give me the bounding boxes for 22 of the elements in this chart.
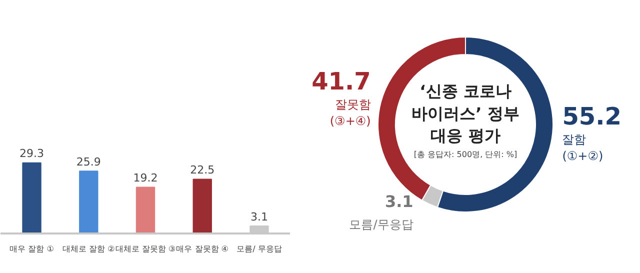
- data-label: 19.2: [133, 172, 158, 185]
- bar: [79, 170, 98, 234]
- x-tick-label: 매우 잘함 ①: [10, 244, 54, 254]
- data-label: 41.7: [312, 68, 371, 96]
- bar: [22, 162, 42, 234]
- slice-label: 모름/무응답: [349, 218, 414, 232]
- data-label: 3.1: [384, 192, 414, 211]
- data-label: 3.1: [250, 210, 268, 224]
- x-tick-label: 모름/ 무응답: [236, 244, 282, 254]
- data-label: 22.5: [190, 164, 215, 177]
- x-tick-label: 대체로 잘못함 ③: [115, 244, 176, 254]
- x-tick-label: 매우 잘못함 ④: [176, 244, 228, 254]
- bar: [136, 186, 156, 234]
- slice-label: 잘못함 (③+④): [330, 97, 371, 128]
- bar: [192, 178, 212, 234]
- data-label: 29.3: [20, 147, 44, 160]
- x-tick-label: 대체로 잘함 ②: [62, 244, 115, 254]
- text: [총 응답자: 500명, 단위: %]: [414, 150, 518, 159]
- data-label: 55.2: [562, 102, 622, 131]
- slice-label: 잘함 (①+②): [562, 132, 604, 163]
- data-label: 25.9: [76, 155, 101, 168]
- text: ‘신종 코로나 바이러스’ 정부 대응 평가: [412, 81, 520, 146]
